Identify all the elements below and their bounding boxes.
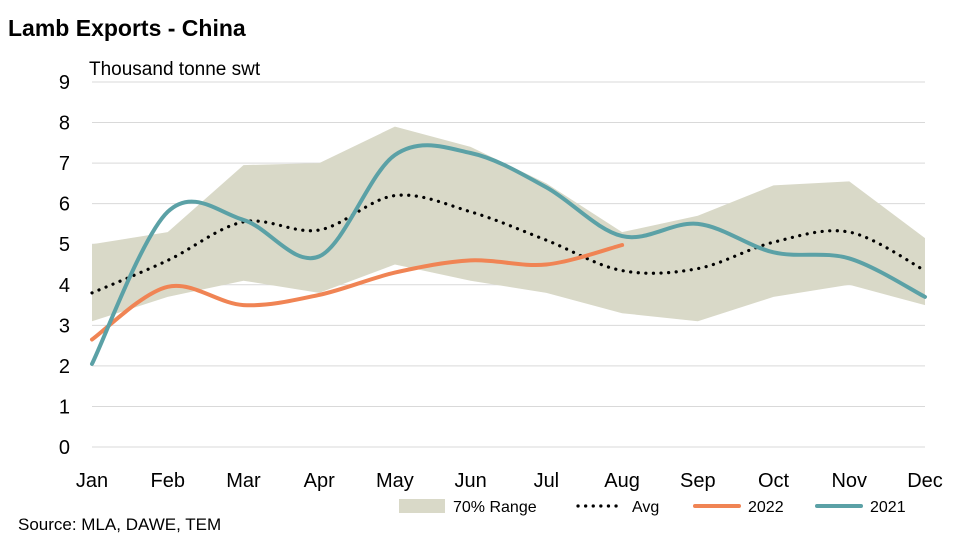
x-tick-label: Sep bbox=[680, 470, 716, 492]
legend: 70% Range Avg 2022 2021 bbox=[399, 499, 906, 516]
x-tick-label: Nov bbox=[831, 470, 867, 492]
x-tick-label: Mar bbox=[226, 470, 261, 492]
chart-title: Lamb Exports - China bbox=[8, 15, 246, 41]
y-tick-label: 6 bbox=[59, 194, 70, 216]
x-tick-label: Jul bbox=[534, 470, 560, 492]
range-band-70pct bbox=[92, 126, 925, 322]
range-band-layer bbox=[92, 126, 925, 322]
series-line-2022 bbox=[90, 243, 625, 342]
x-tick-label: Apr bbox=[304, 470, 335, 492]
legend-label-range: 70% Range bbox=[453, 499, 537, 516]
x-tick-label: Feb bbox=[150, 470, 184, 492]
x-tick-label: May bbox=[376, 470, 414, 492]
y-tick-label: 2 bbox=[59, 356, 70, 378]
y-tick-label: 3 bbox=[59, 315, 70, 337]
x-tick-label: Jun bbox=[455, 470, 487, 492]
source-note: Source: MLA, DAWE, TEM bbox=[18, 515, 221, 534]
legend-label-avg: Avg bbox=[632, 499, 659, 516]
y-tick-label: 7 bbox=[59, 153, 70, 175]
series-layer bbox=[90, 143, 927, 366]
y-tick-label: 8 bbox=[59, 113, 70, 135]
y-tick-label: 5 bbox=[59, 234, 70, 256]
x-tick-label: Dec bbox=[907, 470, 943, 492]
y-tick-label: 9 bbox=[59, 72, 70, 94]
series-line-avg bbox=[90, 193, 927, 295]
y-axis-unit-label: Thousand tonne swt bbox=[89, 59, 261, 80]
x-tick-label: Oct bbox=[758, 470, 790, 492]
x-tick-label: Aug bbox=[604, 470, 640, 492]
legend-swatch-range bbox=[399, 499, 445, 513]
legend-label-2022: 2022 bbox=[748, 499, 784, 516]
x-axis-ticks: Jan Feb Mar Apr May Jun Jul Aug Sep Oct Nov Dec bbox=[76, 470, 943, 492]
x-tick-label: Jan bbox=[76, 470, 108, 492]
y-tick-label: 0 bbox=[59, 437, 70, 459]
series-line-2021 bbox=[90, 143, 927, 366]
y-tick-label: 1 bbox=[59, 396, 70, 418]
y-axis-ticks: 0 1 2 3 4 5 6 7 8 9 bbox=[59, 72, 70, 459]
legend-label-2021: 2021 bbox=[870, 499, 906, 516]
y-tick-label: 4 bbox=[59, 275, 70, 297]
